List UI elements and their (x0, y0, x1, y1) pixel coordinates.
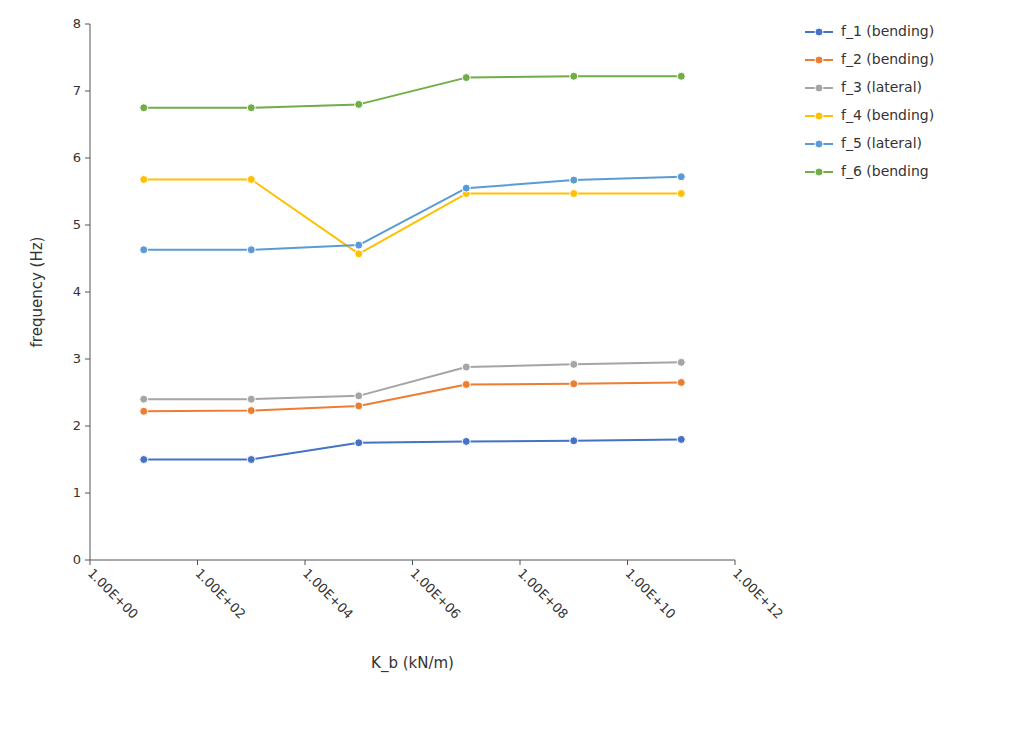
series-point (355, 439, 363, 447)
series-point (462, 363, 470, 371)
series-point (462, 74, 470, 82)
series-point (570, 437, 578, 445)
x-tick-label: 1.00E+08 (515, 566, 571, 622)
legend-label: f_3 (lateral) (841, 79, 922, 95)
series-point (462, 184, 470, 192)
legend-swatch-marker (815, 112, 823, 120)
series-point (247, 175, 255, 183)
x-tick-label: 1.00E+06 (407, 566, 463, 622)
legend-swatch-marker (815, 28, 823, 36)
series-point (355, 392, 363, 400)
axes: 0 1 2 3 4 5 6 7 8 1.00E+00 1.00E+02 1.00E+04 1.00E+0… (73, 16, 786, 622)
chart: 0 1 2 3 4 5 6 7 8 1.00E+00 1.00E+02 1.00E+04 1.00E+0… (0, 0, 1024, 731)
legend-label: f_6 (bending (841, 163, 929, 179)
y-axis-label: frequency (Hz) (28, 237, 46, 348)
x-axis-label: K_b (kN/m) (371, 654, 454, 673)
series-point (247, 456, 255, 464)
legend-swatch-marker (815, 140, 823, 148)
series-point (140, 175, 148, 183)
series-line (144, 439, 682, 459)
legend: f_1 (bending) f_2 (bending) f_3 (lateral) f… (805, 23, 934, 179)
x-tick (412, 560, 413, 565)
series-point (247, 407, 255, 415)
x-tick (627, 560, 628, 565)
x-tick (90, 560, 91, 565)
legend-swatch-marker (815, 168, 823, 176)
legend-swatch-marker (815, 84, 823, 92)
y-tick (85, 225, 90, 226)
legend-label: f_5 (lateral) (841, 135, 922, 151)
x-tick (305, 560, 306, 565)
series-point (140, 456, 148, 464)
series-point (677, 378, 685, 386)
legend-swatch-marker (815, 56, 823, 64)
series-point (570, 380, 578, 388)
series-point (140, 407, 148, 415)
y-tick (85, 24, 90, 25)
y-tick (85, 91, 90, 92)
x-tick-label: 1.00E+02 (192, 566, 248, 622)
legend-label: f_2 (bending) (841, 51, 934, 67)
series-point (247, 246, 255, 254)
y-tick (85, 359, 90, 360)
series-point (570, 360, 578, 368)
lines (144, 76, 682, 459)
y-tick-label: 1 (73, 485, 81, 500)
y-tick-label: 2 (73, 418, 81, 433)
series-point (677, 435, 685, 443)
legend-label: f_4 (bending) (841, 107, 934, 123)
series-point (677, 173, 685, 181)
series-point (355, 100, 363, 108)
series-point (247, 104, 255, 112)
y-tick-label: 0 (73, 552, 81, 567)
x-tick-label: 1.00E+10 (622, 566, 678, 622)
y-tick-label: 3 (73, 351, 81, 366)
series-point (247, 395, 255, 403)
series-point (140, 104, 148, 112)
markers (140, 72, 686, 463)
y-tick (85, 493, 90, 494)
y-tick (85, 292, 90, 293)
series-point (355, 250, 363, 258)
y-tick-label: 5 (73, 217, 81, 232)
x-tick (197, 560, 198, 565)
series-point (355, 402, 363, 410)
y-tick-label: 4 (73, 284, 81, 299)
series-point (355, 241, 363, 249)
x-tick-label: 1.00E+12 (730, 566, 786, 622)
series-line (144, 362, 682, 399)
x-tick (520, 560, 521, 565)
x-tick-label: 1.00E+00 (85, 566, 141, 622)
series-line (144, 177, 682, 250)
series-line (144, 382, 682, 411)
series-point (462, 437, 470, 445)
series-point (570, 72, 578, 80)
y-tick-label: 7 (73, 83, 81, 98)
series-point (677, 72, 685, 80)
series-line (144, 76, 682, 107)
y-tick (85, 158, 90, 159)
y-tick (85, 426, 90, 427)
series-point (677, 358, 685, 366)
y-tick (85, 560, 90, 561)
x-tick-label: 1.00E+04 (300, 566, 356, 622)
y-tick-label: 8 (73, 16, 81, 31)
series-point (140, 395, 148, 403)
series-point (570, 176, 578, 184)
legend-label: f_1 (bending) (841, 23, 934, 39)
series-point (140, 246, 148, 254)
x-tick (735, 560, 736, 565)
y-tick-label: 6 (73, 150, 81, 165)
series-point (462, 380, 470, 388)
series-point (677, 190, 685, 198)
series-point (570, 190, 578, 198)
